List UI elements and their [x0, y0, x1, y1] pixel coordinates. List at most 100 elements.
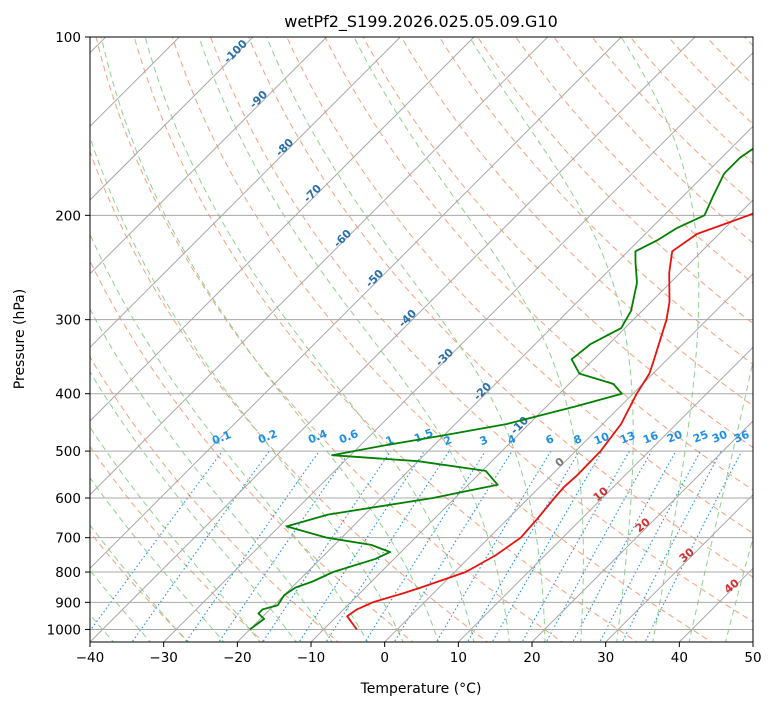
- mixing-ratio-line: [621, 450, 722, 642]
- y-tick-label: 400: [55, 387, 81, 403]
- moist-adiabat-line: [725, 536, 753, 642]
- dry-adiabat-line: [90, 356, 340, 642]
- mixing-ratio-label: 13: [618, 429, 637, 447]
- isobars: [90, 37, 753, 630]
- dry-adiabat-line: [90, 531, 190, 642]
- x-tick-label: 0: [380, 650, 389, 666]
- mixing-ratio-label: 30: [710, 428, 729, 446]
- y-tick-label: 500: [55, 444, 81, 460]
- y-tick-label: 700: [55, 531, 81, 547]
- mixing-ratio-label: 3: [478, 433, 490, 448]
- isotherm-line: [90, 37, 475, 422]
- moist-adiabat-line: [90, 232, 369, 642]
- y-tick-label: 900: [55, 595, 81, 611]
- y-tick-label: 800: [55, 565, 81, 581]
- y-tick-label: 1000: [47, 622, 81, 638]
- moist-adiabat-line: [90, 476, 225, 642]
- dry-adiabat-line: [770, 24, 775, 645]
- dry-adiabat-label: -100: [221, 37, 250, 66]
- x-tick-label: −40: [76, 650, 105, 666]
- isotherm-line: [90, 37, 254, 201]
- mixing-ratio-line: [364, 450, 486, 642]
- mixing-ratio-label: 2: [442, 433, 454, 448]
- dry-adiabat-line: [90, 150, 489, 642]
- moist-adiabat-label: 20: [633, 515, 653, 535]
- dry-adiabat-line: [744, 37, 753, 47]
- mixing-ratio-label: 16: [641, 429, 660, 447]
- isotherm-line: [90, 37, 622, 570]
- dry-adiabat-label: -30: [433, 346, 456, 369]
- x-tick-label: 30: [597, 650, 614, 666]
- dry-adiabat-label: -80: [273, 136, 296, 159]
- moist-adiabat-line: [198, 37, 510, 642]
- y-tick-label: 100: [55, 30, 81, 46]
- plot-area: 0.1 0.2 0.4 0.6 1 1.5 2 3 4 6 8 10 13 16 20 25 30 36-100-…: [90, 24, 775, 645]
- mixing-ratio-line: [325, 450, 450, 642]
- mixing-ratio-line: [218, 450, 351, 642]
- moist-adiabat-line: [469, 37, 634, 642]
- y-tick-label: 300: [55, 313, 81, 329]
- mixing-ratio-line: [466, 450, 580, 642]
- x-axis-label: Temperature (°C): [360, 681, 482, 697]
- dry-adiabat-label: -20: [471, 380, 494, 403]
- y-axis-label: Pressure (hPa): [12, 289, 28, 389]
- isotherms: [90, 37, 753, 642]
- x-tick-label: 10: [450, 650, 467, 666]
- isotherm-line: [90, 37, 328, 275]
- mixing-ratio-line: [644, 450, 743, 642]
- isotherm-line: [90, 37, 401, 349]
- x-tick-label: 40: [671, 650, 688, 666]
- data-series: [249, 147, 753, 631]
- isotherm-line: [605, 493, 753, 642]
- y-axis-ticks: 1000 900 800 700 600 500 400 300 200 100: [47, 30, 90, 638]
- y-tick-label: 600: [55, 491, 81, 507]
- dry-adiabat-line: [438, 37, 753, 366]
- x-axis-ticks: −40 −30 −20 −10 0 10 20 30 40 50: [76, 642, 762, 666]
- isotherm-line: [163, 51, 753, 642]
- x-tick-label: −10: [297, 650, 326, 666]
- isotherm-line: [457, 346, 753, 642]
- isotherm-line: [384, 272, 753, 642]
- mixing-ratio-line: [90, 450, 223, 632]
- mixing-ratio-label: 1: [384, 433, 396, 448]
- plot-frame: [89, 36, 754, 643]
- line-labels: 0.1 0.2 0.4 0.6 1 1.5 2 3 4 6 8 10 13 16 20 25 30 36-100-…: [210, 37, 751, 596]
- dry-adiabat-label: -40: [396, 307, 419, 330]
- mixing-ratio-label: 1.5: [412, 426, 435, 445]
- isotherm-line: [90, 37, 549, 496]
- dry-adiabat-label: -60: [331, 227, 354, 250]
- mixing-ratio-line: [599, 450, 701, 642]
- dry-adiabat-line: [362, 37, 753, 449]
- mixing-ratio-label: 6: [544, 432, 556, 447]
- dry-adiabat-label: -90: [247, 88, 270, 111]
- mixing-ratio-label: 10: [592, 430, 611, 448]
- moist-adiabat-line: [90, 524, 188, 642]
- x-tick-label: 50: [744, 650, 761, 666]
- mixing-ratio-lines: [90, 450, 743, 642]
- isotherm-line: [752, 641, 753, 642]
- moist-adiabat-label: 10: [591, 484, 611, 504]
- dry-adiabat-label: -70: [301, 182, 324, 205]
- isotherm-line: [90, 37, 696, 642]
- mixing-ratio-line: [298, 450, 425, 642]
- x-tick-label: −20: [223, 650, 252, 666]
- temperature-profile: [346, 212, 753, 630]
- moist-adiabat-label: 40: [722, 576, 742, 596]
- moist-adiabat-line: [90, 308, 333, 642]
- x-tick-label: −30: [149, 650, 178, 666]
- dry-adiabat-line: [90, 445, 265, 642]
- y-tick-label: 200: [55, 208, 81, 224]
- mixing-ratio-label: 20: [665, 428, 684, 446]
- isotherm-line: [310, 199, 753, 642]
- dry-adiabat-line: [515, 37, 753, 284]
- mixing-ratio-line: [572, 450, 677, 642]
- isotherm-line: [531, 420, 753, 642]
- mixing-ratio-label: 25: [691, 428, 710, 446]
- moist-adiabat-line: [688, 358, 753, 642]
- mixing-ratio-line: [393, 450, 513, 642]
- dry-adiabat-line: [705, 37, 753, 86]
- moist-adiabat-label: 30: [677, 545, 697, 565]
- isotherm-line: [678, 567, 753, 642]
- mixing-ratio-label: 0.6: [337, 427, 360, 446]
- mixing-ratio-label: 0.2: [256, 427, 279, 446]
